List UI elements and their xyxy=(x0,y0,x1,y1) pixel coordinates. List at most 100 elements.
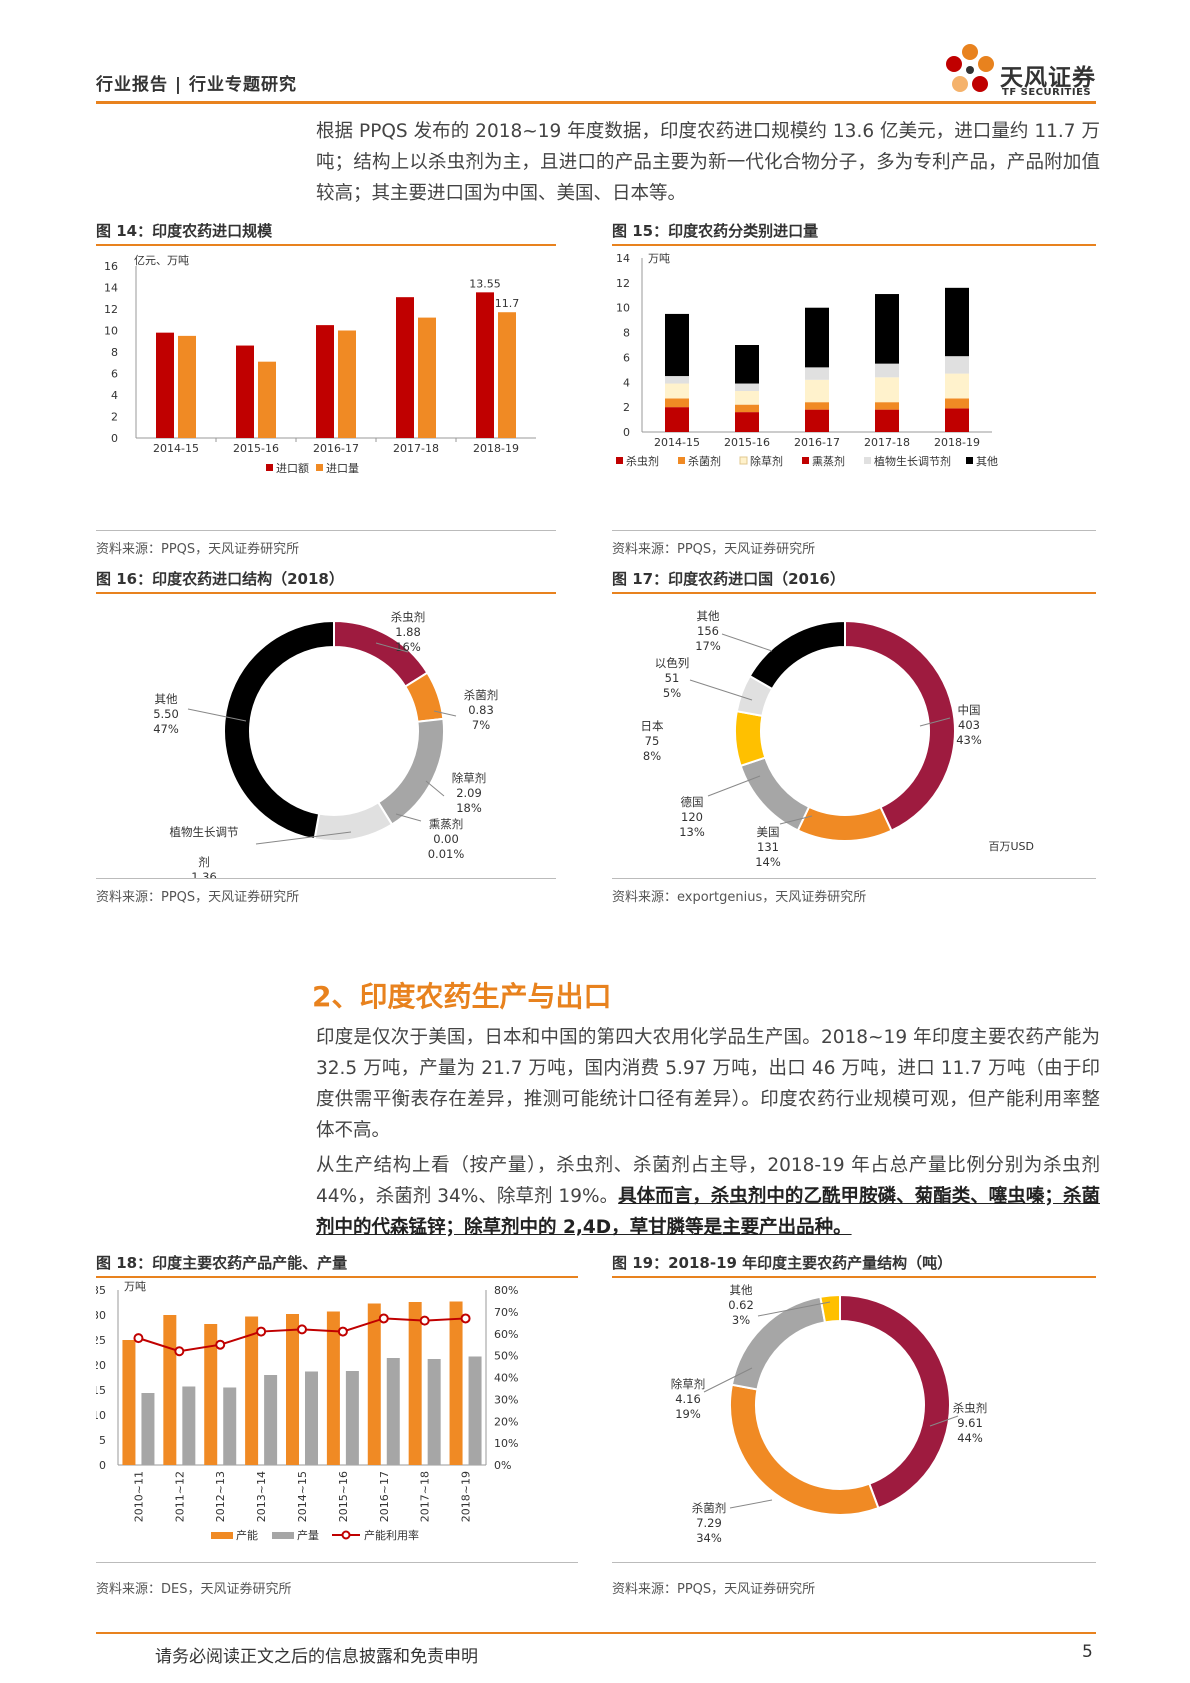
fig18-line-point xyxy=(460,1313,471,1324)
fig18-top-rule xyxy=(96,1276,578,1278)
fig15-ytick: 0 xyxy=(623,426,630,439)
fig14-bottom-rule xyxy=(96,530,556,531)
section-paragraph-2: 从生产结构上看（按产量），杀虫剂、杀菌剂占主导，2018-19 年占总产量比例分… xyxy=(316,1150,1100,1243)
fig15-source: 资料来源：PPQS，天风证券研究所 xyxy=(612,542,816,557)
fig18-xtick: 2011~12 xyxy=(173,1471,186,1522)
fig19-leader xyxy=(729,1499,773,1509)
fig19-label: 3% xyxy=(732,1313,750,1327)
fig18-ytick-right: 80% xyxy=(494,1284,518,1297)
fig18-line-point xyxy=(378,1313,389,1324)
fig15-bar-杀菌剂 xyxy=(875,402,899,410)
page-number: 5 xyxy=(1082,1642,1093,1662)
fig17-leader xyxy=(779,815,813,825)
fig17-label: 13% xyxy=(679,825,705,839)
fig17-title: 图 17：印度农药进口国（2016） xyxy=(612,570,845,588)
fig18-xtick: 2015~16 xyxy=(337,1471,350,1522)
fig17-label: 日本 xyxy=(641,719,664,733)
fig18-line-point xyxy=(256,1326,267,1337)
fig15-ytick: 12 xyxy=(616,277,630,290)
fig14-bar-进口量 xyxy=(258,361,276,438)
fig17-unit-note: 百万USD xyxy=(988,840,1034,853)
fig14-bar-进口量 xyxy=(418,317,436,438)
fig16-label: 杀虫剂 xyxy=(391,610,426,624)
fig16-label: 熏蒸剂 xyxy=(429,817,464,831)
fig15-chart: 万吨 0 2 4 6 8 10 12 14 2014-15 2015-16 2016-17 2017-1… xyxy=(616,252,998,468)
fig17-top-rule xyxy=(612,592,1096,594)
fig14-legend-label: 进口量 xyxy=(326,462,359,475)
fig18-xtick: 2012~13 xyxy=(214,1471,227,1522)
fig15-ytick: 8 xyxy=(623,327,630,340)
fig16-source: 资料来源：PPQS，天风证券研究所 xyxy=(96,890,300,905)
fig18-bar-产量 xyxy=(345,1371,359,1465)
fig16-slice xyxy=(223,619,335,841)
fig15-legend-label: 其他 xyxy=(976,455,998,468)
fig14-ytick: 12 xyxy=(104,303,118,316)
fig18-xtick: 2010~11 xyxy=(132,1471,145,1522)
fig18-ytick-left: 25 xyxy=(96,1334,106,1347)
fig18-bar-产量 xyxy=(305,1371,318,1465)
fig14-legend-label: 进口额 xyxy=(276,462,309,475)
fig17-label: 美国 xyxy=(757,825,780,839)
fig17-label: 5% xyxy=(663,686,681,700)
fig18-ytick-left: 35 xyxy=(96,1284,106,1297)
fig18-ytick-right: 60% xyxy=(494,1328,518,1341)
fig18-bar-产量 xyxy=(386,1358,400,1465)
footer-divider xyxy=(96,1632,1096,1634)
fig16-label: 0.01% xyxy=(428,847,465,861)
section-paragraph-1: 印度是仅次于美国，日本和中国的第四大农用化学品生产国。2018~19 年印度主要… xyxy=(316,1027,1101,1141)
fig16-title: 图 16：印度农药进口结构（2018） xyxy=(96,570,344,588)
fig15-top-rule xyxy=(612,244,1096,246)
fig19-label: 其他 xyxy=(730,1283,753,1297)
fig19-slice xyxy=(819,1293,841,1324)
fig15-bar-杀虫剂 xyxy=(805,409,829,432)
fig18-xtick: 2018~19 xyxy=(460,1471,473,1522)
fig16-bottom-rule xyxy=(96,878,556,879)
fig14-xtick: 2018-19 xyxy=(473,442,519,455)
fig18-bar-产量 xyxy=(141,1393,155,1465)
fig15-bar-植物生长调节剂 xyxy=(665,376,689,384)
section-paragraph-2-bold: 具体而言，杀虫剂中的乙酰甲胺磷、菊酯类、噻虫嗪；杀菌剂中的代森锰锌；除草剂中的 … xyxy=(316,1186,1100,1238)
fig14-bar-进口额 xyxy=(476,292,494,438)
fig15-bar-杀虫剂 xyxy=(945,408,969,432)
fig14-bar-进口额 xyxy=(396,297,414,438)
fig14-title: 图 14：印度农药进口规模 xyxy=(96,222,273,240)
fig18-ytick-left: 5 xyxy=(99,1434,106,1447)
fig18-bar-产量 xyxy=(427,1359,441,1465)
fig14-ytick: 0 xyxy=(111,432,118,445)
fig18-legend-label: 产能利用率 xyxy=(364,1528,419,1542)
fig18-bar-产量 xyxy=(264,1375,278,1465)
fig17-slice xyxy=(734,710,767,768)
fig18-legend-label: 产量 xyxy=(297,1528,319,1542)
fig18-bottom-rule xyxy=(96,1562,578,1563)
fig15-bar-杀虫剂 xyxy=(665,407,689,432)
fig16-label: 0.83 xyxy=(468,703,494,717)
header-divider xyxy=(96,101,1096,104)
fig17-label: 德国 xyxy=(681,795,704,809)
fig16-label: 其他 xyxy=(155,692,178,706)
fig16-leader xyxy=(395,813,422,822)
fig18-ytick-left: 20 xyxy=(96,1359,106,1372)
fig14-xtick: 2016-17 xyxy=(313,442,359,455)
fig14-legend-swatch xyxy=(266,464,273,471)
fig16-label: 5.50 xyxy=(153,707,179,721)
fig18-ytick-right: 50% xyxy=(494,1350,518,1363)
fig15-xtick: 2015-16 xyxy=(724,436,770,449)
fig17-label: 131 xyxy=(757,840,779,854)
fig18-bar-产量 xyxy=(468,1356,482,1465)
fig18-bar-产能 xyxy=(204,1324,218,1465)
fig15-legend-swatch xyxy=(802,457,809,464)
fig14-bar-进口量 xyxy=(498,312,516,438)
fig17-slice xyxy=(844,619,956,833)
fig14-xtick: 2017-18 xyxy=(393,442,439,455)
section-heading: 2、印度农药生产与出口 xyxy=(312,980,612,1013)
fig15-legend-label: 熏蒸剂 xyxy=(812,454,845,468)
fig15-ytick: 2 xyxy=(623,401,630,414)
fig16-label: 剂 xyxy=(198,855,210,869)
fig16-label: 杀菌剂 xyxy=(464,688,499,702)
fig19-label: 7.29 xyxy=(696,1516,722,1530)
fig14-ytick: 10 xyxy=(104,325,118,338)
fig18-line-point xyxy=(419,1315,430,1326)
fig15-title: 图 15：印度农药分类别进口量 xyxy=(612,222,819,240)
fig18-bar-产量 xyxy=(223,1387,237,1465)
fig17-label: 17% xyxy=(695,639,721,653)
